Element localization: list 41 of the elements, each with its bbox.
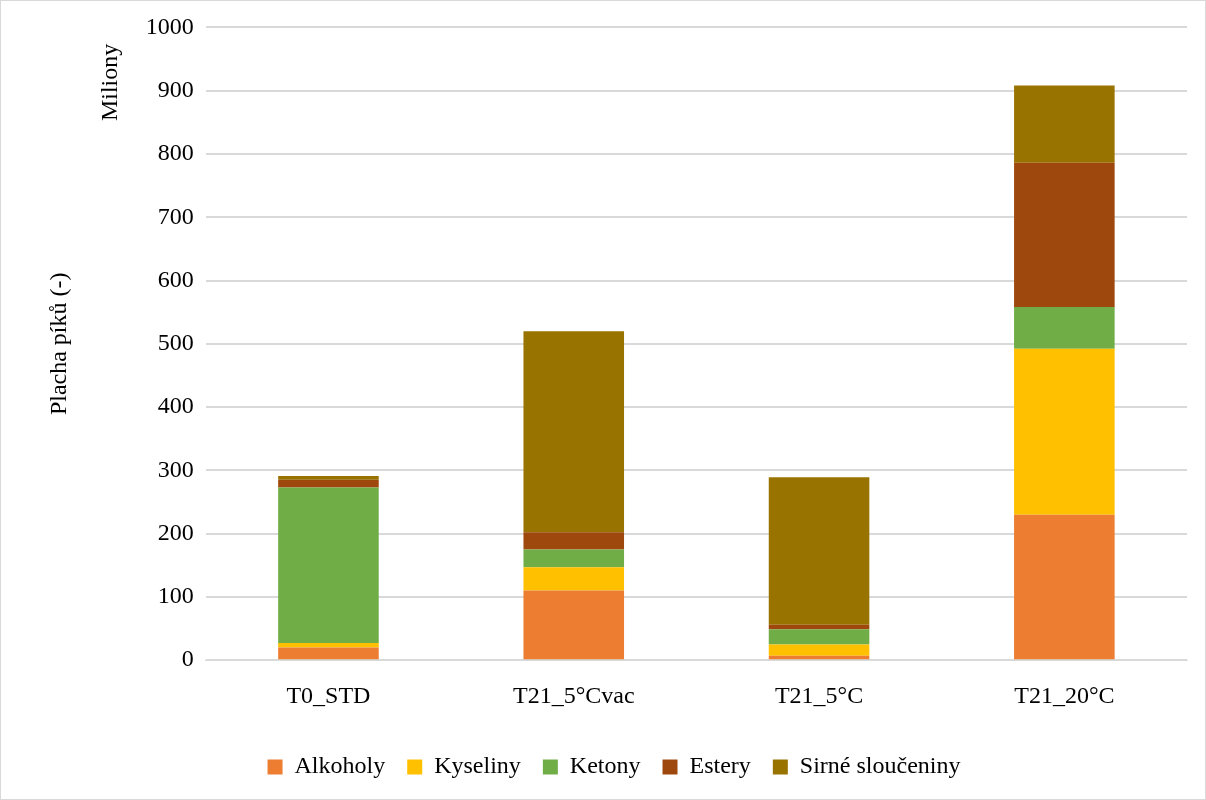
y-tick-label: 100 <box>157 582 194 609</box>
legend-label: Alkoholy <box>294 752 386 779</box>
y-tick-label: 700 <box>157 202 194 229</box>
bar <box>523 532 625 550</box>
bar <box>278 476 379 480</box>
bar <box>278 487 379 644</box>
bar <box>1014 85 1115 163</box>
bar <box>278 647 379 660</box>
y-tick-label: 200 <box>157 518 194 545</box>
bar <box>768 477 870 625</box>
x-tick-label: T21_5°C <box>774 681 864 708</box>
bar <box>1014 514 1115 660</box>
y-tick-label: 300 <box>157 455 194 482</box>
y-tick-label: 400 <box>157 392 194 419</box>
x-tick-label: T21_20°C <box>1014 681 1115 708</box>
bar <box>1014 348 1115 515</box>
bar <box>1014 162 1115 308</box>
bar <box>278 643 379 648</box>
legend-label: Estery <box>689 752 751 779</box>
bar <box>278 479 379 488</box>
text: Miliony <box>96 43 123 122</box>
bar <box>523 567 625 591</box>
legend-label: Ketony <box>569 752 641 779</box>
y-axis-title: Placha píků (-) <box>44 272 71 416</box>
y-tick-label: 500 <box>157 329 194 356</box>
bar <box>768 644 870 656</box>
bar <box>768 629 870 645</box>
y-tick-label: 800 <box>157 139 194 166</box>
bar <box>523 590 625 660</box>
bar <box>523 331 625 533</box>
bar <box>768 624 870 630</box>
y-tick-label: 600 <box>157 265 194 292</box>
legend-label: Sirné sloučeniny <box>799 752 961 779</box>
legend-label: Kyseliny <box>434 752 521 779</box>
y-tick-label: 0 <box>181 645 194 672</box>
bar <box>1014 307 1115 349</box>
y-tick-label: 900 <box>157 75 194 102</box>
x-tick-label: T21_5°Cvac <box>512 681 635 708</box>
y-tick-label: 1000 <box>145 12 194 39</box>
bar <box>523 549 625 568</box>
x-tick-label: T0_STD <box>286 681 371 708</box>
